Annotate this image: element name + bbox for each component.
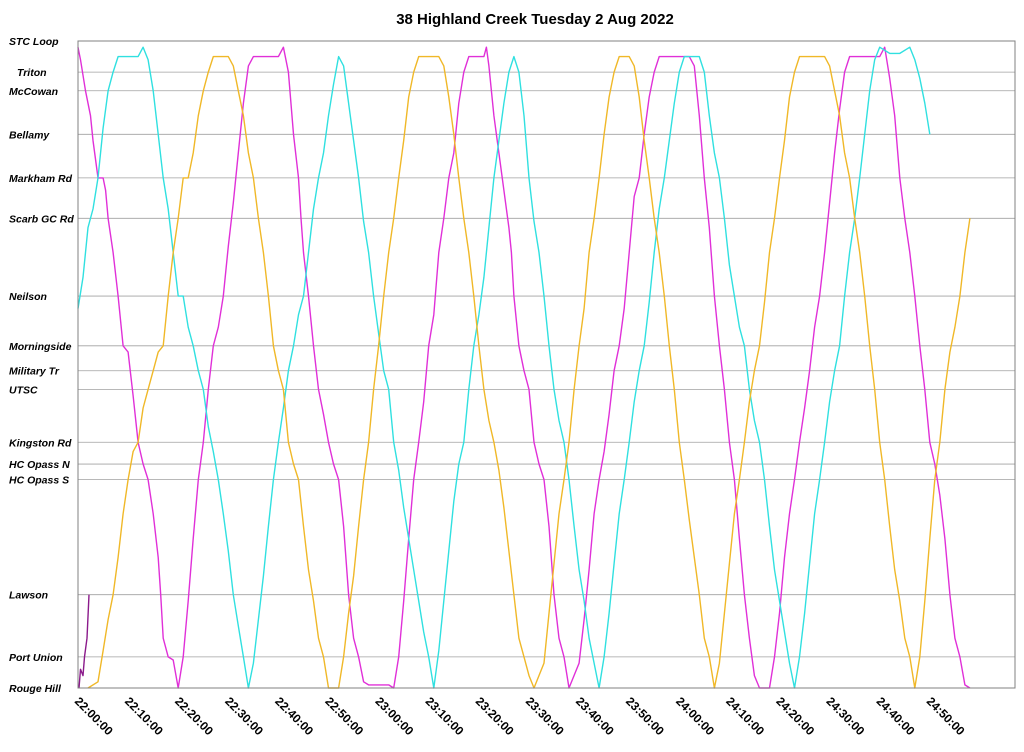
time-tick-label: 24:50:00 xyxy=(924,694,968,738)
chart-title: 38 Highland Creek Tuesday 2 Aug 2022 xyxy=(396,11,674,28)
time-tick-label: 23:40:00 xyxy=(573,694,617,738)
stop-label: Port Union xyxy=(9,652,63,664)
time-tick-label: 22:20:00 xyxy=(172,694,216,738)
stop-label: McCowan xyxy=(9,86,58,98)
time-tick-label: 23:00:00 xyxy=(373,694,417,738)
time-tick-label: 22:10:00 xyxy=(122,694,166,738)
time-tick-label: 24:40:00 xyxy=(874,694,918,738)
time-tick-label: 23:30:00 xyxy=(523,694,567,738)
vehicle-trace-2 xyxy=(77,46,931,689)
gridlines xyxy=(78,40,1015,689)
time-tick-label: 23:10:00 xyxy=(423,694,467,738)
time-tick-label: 22:40:00 xyxy=(272,694,316,738)
time-tick-label: 22:50:00 xyxy=(322,694,366,738)
stop-label: Military Tr xyxy=(9,366,60,378)
stop-label: Neilson xyxy=(9,291,47,303)
time-tick-label: 24:20:00 xyxy=(773,694,817,738)
time-tick-labels: 22:00:00 22:10:00 22:20:00 22:30:00 22:40:00… xyxy=(72,694,968,738)
time-tick-label: 24:30:00 xyxy=(823,694,867,738)
stop-label: Kingston Rd xyxy=(9,437,72,449)
stop-label: Rouge Hill xyxy=(9,683,62,695)
time-tick-label: 23:20:00 xyxy=(473,694,517,738)
stop-label: Markham Rd xyxy=(9,173,73,185)
plot-frame xyxy=(77,40,1016,689)
vehicle-traces xyxy=(77,46,971,689)
stop-label: Lawson xyxy=(9,590,48,602)
stop-label: HC Opass S xyxy=(9,475,69,487)
time-tick-label: 24:00:00 xyxy=(673,694,717,738)
time-tick-label: 23:50:00 xyxy=(623,694,667,738)
stop-label: Triton xyxy=(17,67,47,79)
time-tick-label: 22:00:00 xyxy=(72,694,116,738)
stop-label: Scarb GC Rd xyxy=(9,213,74,225)
stop-label: STC Loop xyxy=(9,36,59,48)
stop-label: HC Opass N xyxy=(9,459,70,471)
vehicle-trace-1 xyxy=(77,46,971,689)
vehicle-trace-3 xyxy=(87,55,971,689)
vehicle-trace-4 xyxy=(78,594,90,689)
stop-label: Morningside xyxy=(9,341,72,353)
time-tick-label: 22:30:00 xyxy=(222,694,266,738)
stop-label: UTSC xyxy=(9,384,38,396)
stop-labels: STC Loop Triton McCowan Bellamy Markham Rd Sc… xyxy=(9,36,74,695)
stop-label: Bellamy xyxy=(9,129,50,141)
time-tick-label: 24:10:00 xyxy=(723,694,767,738)
